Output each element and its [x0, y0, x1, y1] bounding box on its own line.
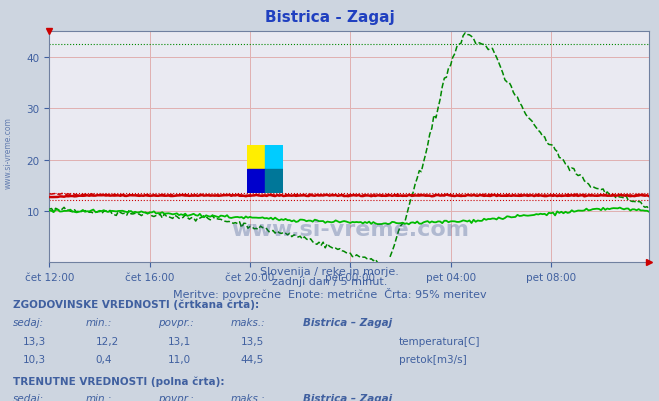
Text: maks.:: maks.:	[231, 393, 266, 401]
Text: www.si-vreme.com: www.si-vreme.com	[3, 117, 13, 188]
Text: Bistrica - Zagaj: Bistrica - Zagaj	[265, 10, 394, 25]
Text: sedaj:: sedaj:	[13, 317, 44, 327]
Text: maks.:: maks.:	[231, 317, 266, 327]
Text: www.si-vreme.com: www.si-vreme.com	[231, 219, 469, 239]
Text: Slovenija / reke in morje.: Slovenija / reke in morje.	[260, 266, 399, 276]
Text: temperatura[C]: temperatura[C]	[399, 336, 480, 346]
Text: 44,5: 44,5	[241, 354, 264, 365]
Text: povpr.:: povpr.:	[158, 393, 194, 401]
Bar	[246, 146, 265, 170]
Text: ZGODOVINSKE VREDNOSTI (črtkana črta):: ZGODOVINSKE VREDNOSTI (črtkana črta):	[13, 299, 259, 309]
Text: Meritve: povprečne  Enote: metrične  Črta: 95% meritev: Meritve: povprečne Enote: metrične Črta:…	[173, 288, 486, 300]
Text: 11,0: 11,0	[168, 354, 191, 365]
Text: sedaj:: sedaj:	[13, 393, 44, 401]
Text: min.:: min.:	[86, 317, 112, 327]
Text: 0,4: 0,4	[96, 354, 112, 365]
Text: 10,3: 10,3	[23, 354, 46, 365]
Text: zadnji dan / 5 minut.: zadnji dan / 5 minut.	[272, 277, 387, 287]
Bar	[265, 170, 283, 194]
Text: pretok[m3/s]: pretok[m3/s]	[399, 354, 467, 365]
Text: min.:: min.:	[86, 393, 112, 401]
Bar	[265, 146, 283, 170]
Text: Bistrica – Zagaj: Bistrica – Zagaj	[303, 317, 392, 327]
Bar	[246, 170, 265, 194]
Text: Bistrica – Zagaj: Bistrica – Zagaj	[303, 393, 392, 401]
Text: TRENUTNE VREDNOSTI (polna črta):: TRENUTNE VREDNOSTI (polna črta):	[13, 375, 225, 386]
Text: 13,5: 13,5	[241, 336, 264, 346]
Text: 12,2: 12,2	[96, 336, 119, 346]
Text: 13,1: 13,1	[168, 336, 191, 346]
Text: povpr.:: povpr.:	[158, 317, 194, 327]
Text: 13,3: 13,3	[23, 336, 46, 346]
